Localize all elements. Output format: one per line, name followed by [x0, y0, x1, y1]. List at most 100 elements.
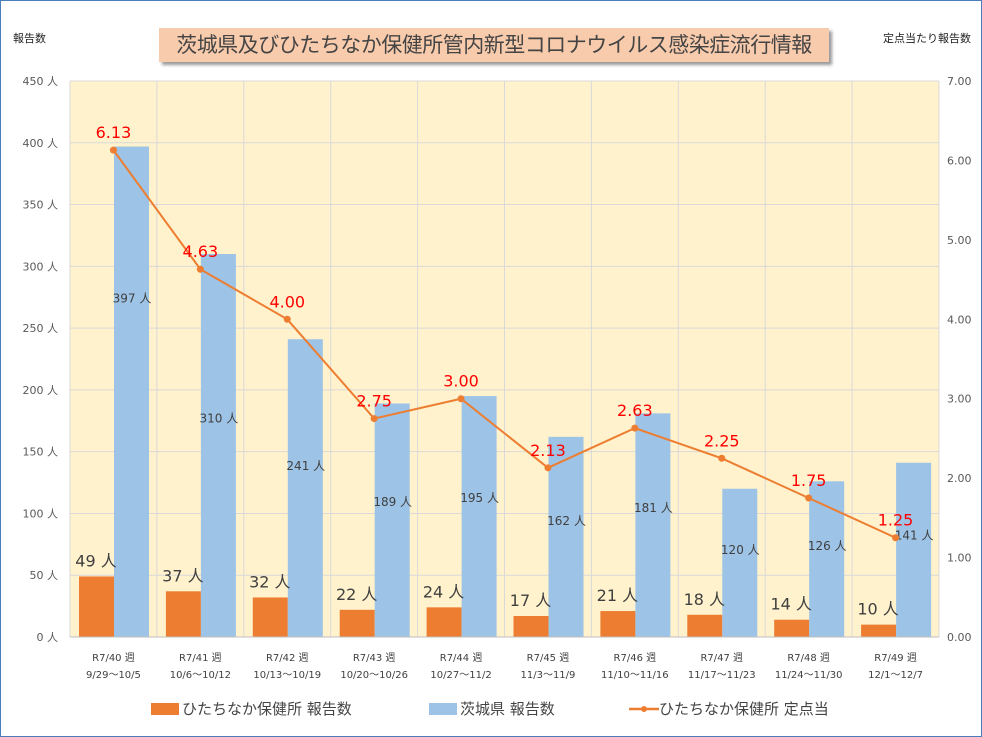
line-point — [892, 534, 900, 542]
line-point — [631, 424, 639, 432]
bar-hitachinaka — [687, 614, 723, 637]
bar-hitachinaka — [861, 624, 897, 637]
line-label: 2.25 — [704, 431, 740, 450]
right-tick-label: 4.00 — [947, 313, 972, 326]
left-tick-label: 300 人 — [23, 260, 59, 273]
left-tick-label: 200 人 — [23, 384, 59, 397]
bar-label-hitachinaka: 37 人 — [162, 566, 203, 585]
x-tick-dates: 12/1～12/7 — [868, 670, 923, 681]
x-tick-week: R7/42 週 — [266, 652, 309, 664]
x-tick-dates: 10/6～10/12 — [170, 670, 231, 681]
line-point — [283, 315, 291, 323]
x-tick-week: R7/46 週 — [614, 652, 657, 664]
bar-label-hitachinaka: 32 人 — [249, 572, 290, 591]
line-label: 3.00 — [443, 372, 479, 391]
bar-label-hitachinaka: 49 人 — [75, 551, 116, 570]
x-tick-dates: 11/17～11/23 — [688, 670, 756, 681]
bar-ibaraki — [374, 403, 410, 637]
legend-swatch — [429, 702, 457, 715]
bar-label-hitachinaka: 18 人 — [684, 590, 725, 609]
legend-label: ひたちなか保健所 定点当 — [659, 700, 829, 718]
left-axis-title: 報告数 — [13, 32, 46, 45]
x-tick-dates: 10/13～10/19 — [253, 670, 321, 681]
bar-hitachinaka — [339, 609, 375, 637]
bar-hitachinaka — [513, 615, 549, 637]
bar-label-ibaraki: 310 人 — [200, 412, 239, 426]
right-axis-title: 定点当たり報告数 — [883, 32, 971, 45]
line-point — [718, 454, 726, 462]
line-label: 4.63 — [183, 242, 219, 261]
x-tick-week: R7/45 週 — [527, 652, 570, 664]
bar-label-ibaraki: 241 人 — [286, 459, 325, 473]
right-tick-label: 3.00 — [947, 393, 972, 406]
right-tick-label: 7.00 — [947, 75, 972, 88]
right-tick-label: 0.00 — [947, 631, 972, 644]
x-tick-week: R7/48 週 — [787, 652, 830, 664]
line-point — [457, 395, 465, 403]
bar-ibaraki — [114, 146, 149, 638]
bar-label-ibaraki: 189 人 — [373, 495, 412, 509]
bar-ibaraki — [722, 488, 758, 637]
bar-label-ibaraki: 120 人 — [721, 543, 760, 557]
bar-ibaraki — [635, 413, 671, 637]
bar-label-hitachinaka: 21 人 — [597, 586, 638, 605]
bar-label-hitachinaka: 22 人 — [336, 585, 377, 604]
right-tick-label: 1.00 — [947, 552, 972, 565]
bar-label-ibaraki: 181 人 — [634, 501, 673, 515]
legend-line-marker — [629, 705, 659, 712]
legend-item-hitachinaka-per-sentinel: ひたちなか保健所 定点当 — [629, 698, 829, 719]
bar-label-hitachinaka: 24 人 — [423, 582, 464, 601]
x-tick-dates: 10/27～11/2 — [430, 670, 491, 681]
legend-item-ibaraki-count: 茨城県 報告数 — [429, 698, 555, 719]
bar-ibaraki — [548, 436, 584, 637]
bar-label-ibaraki: 162 人 — [547, 514, 586, 528]
line-label: 2.63 — [617, 401, 653, 420]
line-label: 2.13 — [530, 441, 566, 460]
line-label: 1.25 — [878, 511, 914, 530]
line-label: 1.75 — [791, 471, 827, 490]
chart-title: 茨城県及びひたちなか保健所管内新型コロナウイルス感染症流行情報 — [159, 28, 829, 62]
bar-ibaraki — [896, 462, 932, 637]
bar-label-ibaraki: 141 人 — [895, 528, 934, 542]
bar-label-hitachinaka: 10 人 — [857, 600, 898, 619]
bar-hitachinaka — [600, 611, 636, 637]
line-point — [544, 464, 552, 472]
x-tick-dates: 9/29～10/5 — [86, 670, 141, 681]
bar-ibaraki — [287, 339, 323, 637]
bar-label-hitachinaka: 14 人 — [770, 595, 811, 614]
bar-ibaraki — [200, 253, 236, 637]
legend-label: 茨城県 報告数 — [460, 700, 555, 718]
x-tick-dates: 11/3～11/9 — [520, 670, 575, 681]
x-tick-week: R7/41 週 — [179, 652, 222, 664]
x-tick-week: R7/44 週 — [440, 652, 483, 664]
x-tick-dates: 11/10～11/16 — [601, 670, 669, 681]
bar-label-hitachinaka: 17 人 — [510, 591, 551, 610]
line-point — [370, 415, 378, 423]
bar-ibaraki — [809, 481, 845, 637]
legend-item-hitachinaka-count: ひたちなか保健所 報告数 — [151, 698, 352, 719]
x-tick-week: R7/49 週 — [874, 652, 917, 664]
bar-hitachinaka — [252, 597, 288, 637]
line-point — [805, 494, 813, 502]
line-label: 4.00 — [269, 292, 305, 311]
right-tick-label: 5.00 — [947, 234, 972, 247]
bar-label-ibaraki: 397 人 — [113, 291, 152, 305]
line-point — [196, 265, 204, 273]
x-tick-dates: 11/24～11/30 — [775, 670, 843, 681]
legend-swatch — [151, 702, 179, 715]
left-tick-label: 100 人 — [23, 507, 59, 520]
bar-hitachinaka — [165, 591, 201, 637]
x-tick-dates: 10/20～10/26 — [340, 670, 408, 681]
right-tick-label: 6.00 — [947, 154, 972, 167]
left-tick-label: 450 人 — [23, 75, 59, 88]
x-tick-week: R7/43 週 — [353, 652, 396, 664]
bar-hitachinaka — [774, 619, 810, 637]
left-tick-label: 350 人 — [23, 199, 59, 212]
bar-hitachinaka — [426, 607, 462, 637]
bar-label-ibaraki: 195 人 — [460, 491, 499, 505]
x-tick-week: R7/47 週 — [700, 652, 743, 664]
left-tick-label: 50 人 — [30, 569, 59, 582]
x-tick-week: R7/40 週 — [92, 652, 135, 664]
